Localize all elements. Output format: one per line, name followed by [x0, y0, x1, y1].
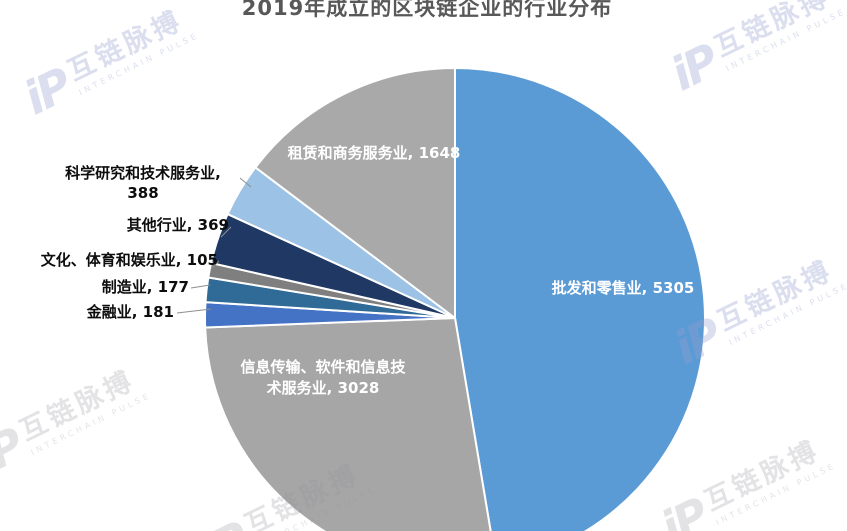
leader-lines — [176, 177, 252, 314]
slice-label-it: 信息传输、软件和信息技 术服务业, 3028 — [213, 357, 433, 399]
leader-line-finance — [176, 308, 212, 314]
slice-label-leasing: 租赁和商务服务业, 1648 — [287, 144, 461, 162]
slice-label-science: 科学研究和技术服务业, 388 — [48, 163, 238, 203]
slice-label-other: 其他行业, 369 — [126, 216, 229, 234]
leader-line-culture — [210, 260, 220, 270]
pie-slice-2 — [204, 316, 492, 531]
slice-label-it-line1: 信息传输、软件和信息技 — [240, 358, 406, 376]
pie-slice-1 — [454, 66, 706, 531]
slice-label-manufacturing: 制造业, 177 — [101, 278, 189, 296]
chart-title: 2019年成立的区块链企业的行业分布 — [241, 0, 613, 20]
pie-slice-8 — [254, 66, 456, 321]
slice-label-wholesale: 批发和零售业, 5305 — [551, 279, 695, 297]
slice-label-finance: 金融业, 181 — [86, 303, 174, 321]
slice-label-it-line2: 术服务业, 3028 — [266, 379, 380, 397]
leader-line-other — [220, 226, 232, 238]
leader-line-science — [239, 177, 252, 188]
slice-label-culture: 文化、体育和娱乐业, 105 — [40, 251, 218, 269]
slice-label-science-line2: 388 — [127, 184, 159, 202]
leader-line-manufacturing — [190, 284, 211, 289]
pie-slices — [204, 66, 706, 531]
slice-label-science-line1: 科学研究和技术服务业, — [65, 164, 221, 182]
